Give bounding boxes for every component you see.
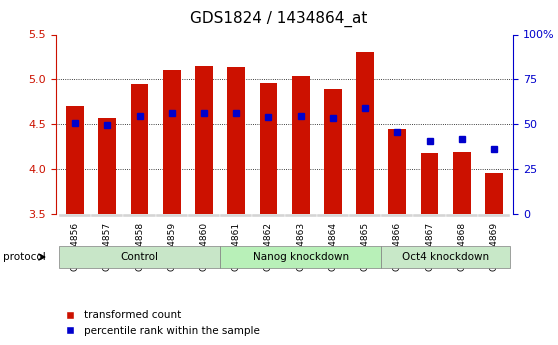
Bar: [59, 246, 220, 268]
Text: protocol: protocol: [3, 252, 46, 262]
Bar: [292, 76, 310, 214]
Bar: [259, 83, 277, 214]
Bar: [413, 214, 446, 217]
Bar: [285, 214, 317, 217]
Bar: [446, 214, 478, 217]
Bar: [252, 214, 285, 217]
Bar: [131, 84, 148, 214]
Bar: [478, 214, 510, 217]
Bar: [59, 214, 92, 217]
Text: Oct4 knockdown: Oct4 knockdown: [402, 252, 489, 262]
Bar: [421, 153, 439, 214]
Bar: [220, 246, 381, 268]
Bar: [195, 66, 213, 214]
Bar: [324, 89, 341, 214]
Bar: [156, 214, 188, 217]
Bar: [92, 214, 123, 217]
Text: Nanog knockdown: Nanog knockdown: [253, 252, 349, 262]
Bar: [66, 106, 84, 214]
Text: GDS1824 / 1434864_at: GDS1824 / 1434864_at: [190, 10, 368, 27]
Bar: [163, 70, 181, 214]
Bar: [228, 67, 245, 214]
Bar: [381, 214, 413, 217]
Bar: [317, 214, 349, 217]
Bar: [381, 246, 510, 268]
Legend: transformed count, percentile rank within the sample: transformed count, percentile rank withi…: [61, 306, 264, 340]
Bar: [123, 214, 156, 217]
Bar: [220, 214, 252, 217]
Bar: [188, 214, 220, 217]
Bar: [388, 129, 406, 214]
Bar: [453, 152, 470, 214]
Bar: [356, 52, 374, 214]
Bar: [349, 214, 381, 217]
Bar: [99, 118, 116, 214]
Bar: [485, 172, 503, 214]
Text: Control: Control: [121, 252, 158, 262]
